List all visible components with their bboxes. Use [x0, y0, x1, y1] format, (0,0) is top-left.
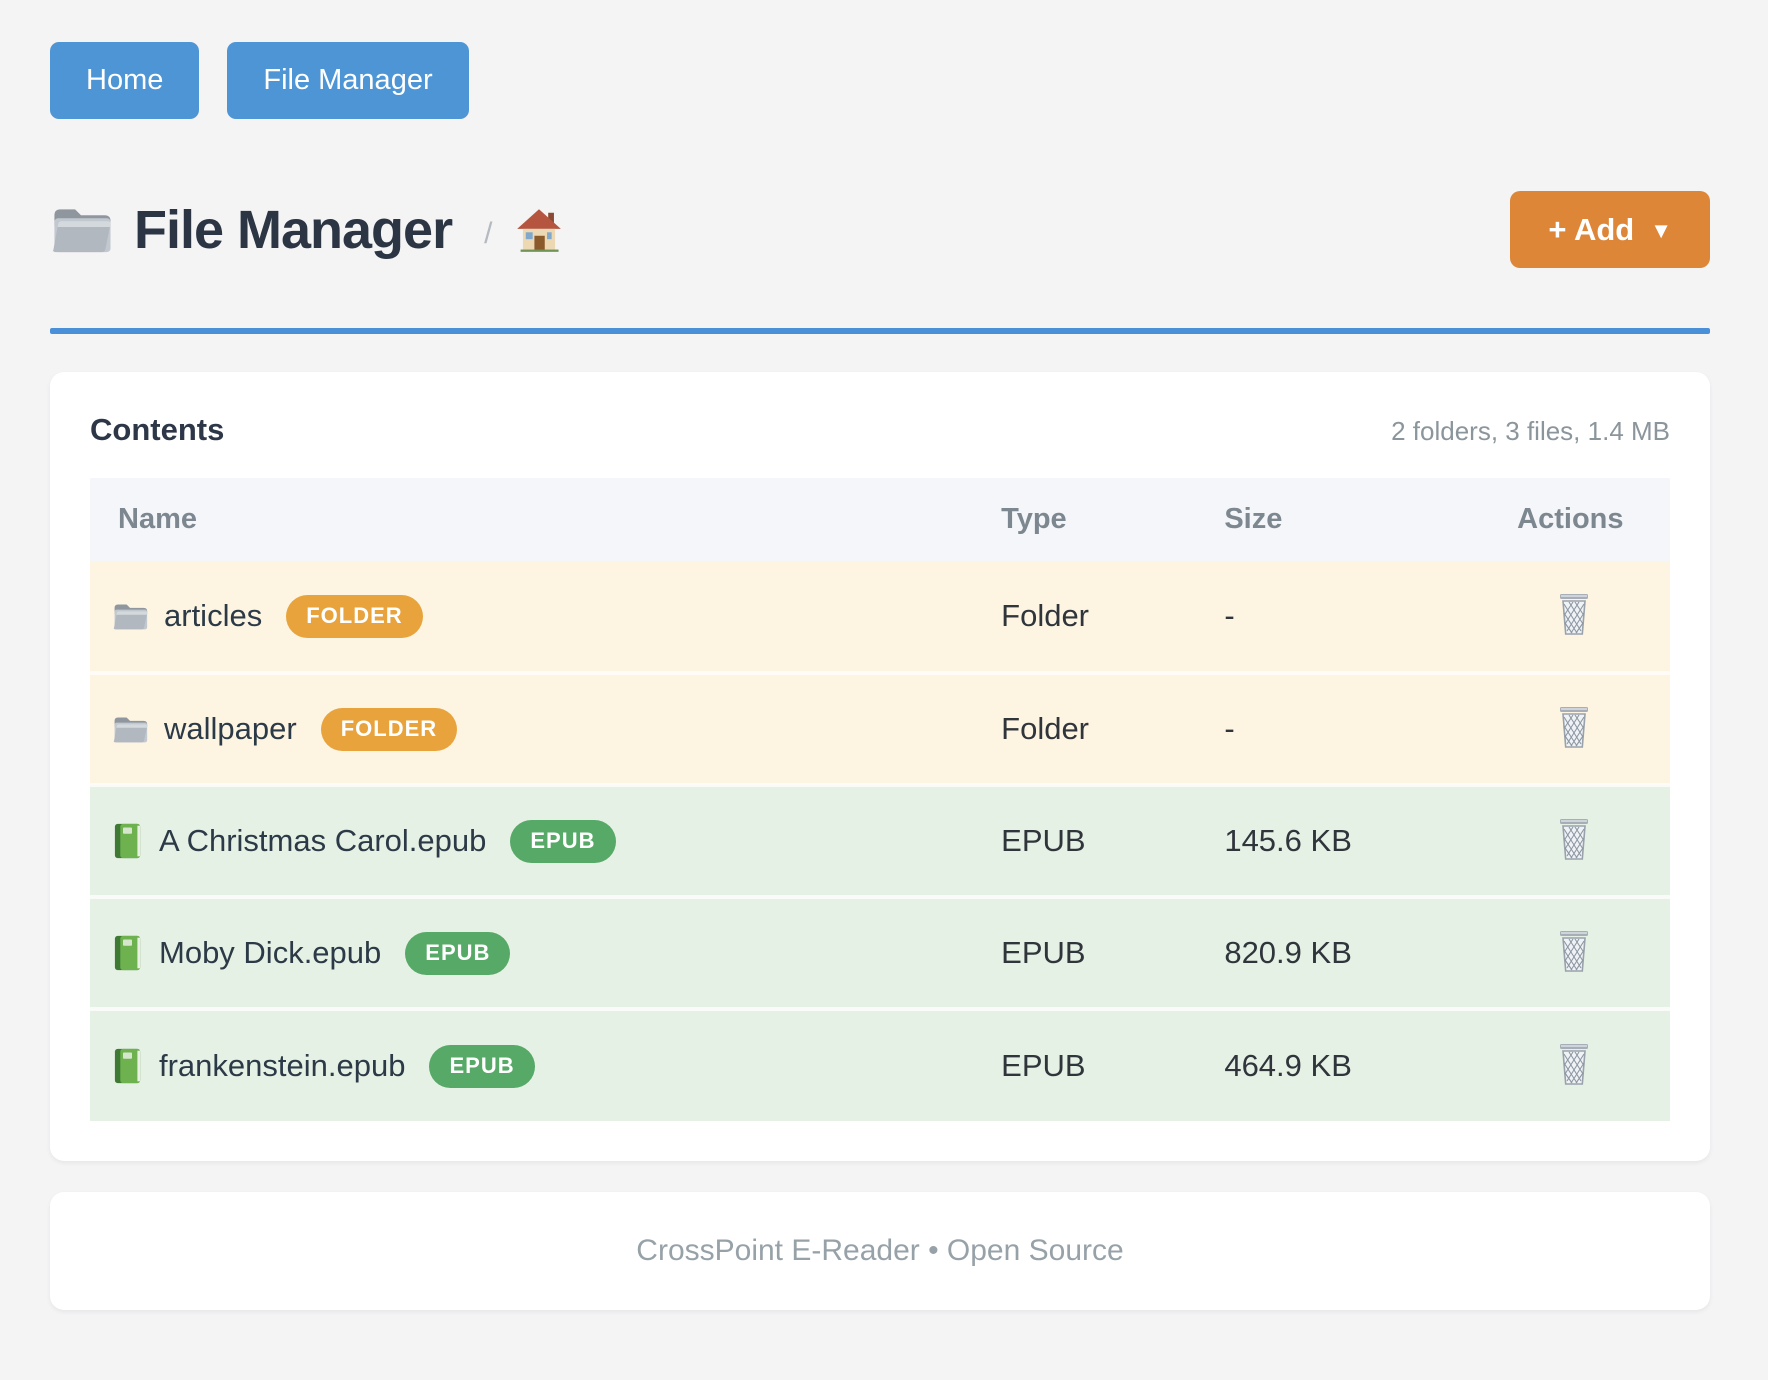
add-button-label: + Add: [1548, 212, 1634, 248]
contents-summary: 2 folders, 3 files, 1.4 MB: [1391, 416, 1670, 447]
nav-button-home[interactable]: Home: [50, 42, 199, 119]
column-header-actions: Actions: [1471, 478, 1670, 561]
trash-icon: [1556, 818, 1592, 860]
caret-down-icon: ▼: [1650, 220, 1672, 242]
add-button[interactable]: + Add ▼: [1510, 191, 1710, 268]
file-folder-icon: [112, 714, 148, 745]
file-type-badge: EPUB: [510, 820, 615, 863]
top-nav: Home File Manager: [50, 42, 1710, 119]
table-row: wallpaper FOLDER Folder -: [90, 673, 1670, 785]
footer-text: CrossPoint E-Reader • Open Source: [636, 1234, 1123, 1268]
page-title: File Manager /: [50, 199, 562, 261]
file-name-link[interactable]: wallpaper: [164, 711, 297, 747]
page: Home File Manager File Manager /: [0, 0, 1768, 1380]
delete-button[interactable]: [1552, 702, 1596, 752]
file-type-cell: EPUB: [993, 897, 1216, 1009]
nav-button-file-manager[interactable]: File Manager: [227, 42, 468, 119]
contents-card: Contents 2 folders, 3 files, 1.4 MB Name…: [50, 372, 1710, 1161]
book-icon: [112, 823, 143, 859]
contents-card-header: Contents 2 folders, 3 files, 1.4 MB: [90, 412, 1670, 448]
trash-icon: [1556, 593, 1592, 635]
trash-icon: [1556, 1043, 1592, 1085]
file-name-link[interactable]: A Christmas Carol.epub: [159, 823, 486, 859]
file-type-badge: FOLDER: [321, 708, 457, 751]
file-size-cell: 464.9 KB: [1216, 1009, 1470, 1121]
footer-card: CrossPoint E-Reader • Open Source: [50, 1192, 1710, 1310]
table-header-row: Name Type Size Actions: [90, 478, 1670, 561]
book-icon: [112, 935, 143, 971]
file-type-badge: FOLDER: [286, 595, 422, 638]
table-row: articles FOLDER Folder -: [90, 561, 1670, 673]
trash-icon: [1556, 930, 1592, 972]
table-body: articles FOLDER Folder -: [90, 561, 1670, 1121]
folder-icon: [50, 203, 112, 257]
files-table: Name Type Size Actions: [90, 478, 1670, 1121]
page-header: File Manager / + Add ▼: [50, 191, 1710, 268]
delete-button[interactable]: [1552, 814, 1596, 864]
file-name-link[interactable]: frankenstein.epub: [159, 1048, 405, 1084]
file-size-cell: -: [1216, 561, 1470, 673]
page-title-text: File Manager: [134, 199, 452, 261]
table-row: frankenstein.epub EPUB EPUB 464.9 KB: [90, 1009, 1670, 1121]
contents-heading: Contents: [90, 412, 224, 448]
file-size-cell: 820.9 KB: [1216, 897, 1470, 1009]
file-folder-icon: [112, 601, 148, 632]
table-row: Moby Dick.epub EPUB EPUB 820.9 KB: [90, 897, 1670, 1009]
file-type-cell: Folder: [993, 561, 1216, 673]
delete-button[interactable]: [1552, 589, 1596, 639]
trash-icon: [1556, 706, 1592, 748]
title-divider: [50, 328, 1710, 334]
book-icon: [112, 1048, 143, 1084]
column-header-type: Type: [993, 478, 1216, 561]
delete-button[interactable]: [1552, 1039, 1596, 1089]
file-type-cell: Folder: [993, 673, 1216, 785]
file-size-cell: 145.6 KB: [1216, 785, 1470, 897]
breadcrumb-separator: /: [484, 217, 492, 251]
column-header-name: Name: [90, 478, 993, 561]
delete-button[interactable]: [1552, 926, 1596, 976]
file-size-cell: -: [1216, 673, 1470, 785]
column-header-size: Size: [1216, 478, 1470, 561]
file-type-badge: EPUB: [405, 932, 510, 975]
home-icon[interactable]: [516, 208, 562, 252]
file-type-cell: EPUB: [993, 1009, 1216, 1121]
file-name-link[interactable]: Moby Dick.epub: [159, 935, 381, 971]
table-row: A Christmas Carol.epub EPUB EPUB 145.6 K…: [90, 785, 1670, 897]
file-name-link[interactable]: articles: [164, 598, 262, 634]
file-type-cell: EPUB: [993, 785, 1216, 897]
file-type-badge: EPUB: [429, 1045, 534, 1088]
